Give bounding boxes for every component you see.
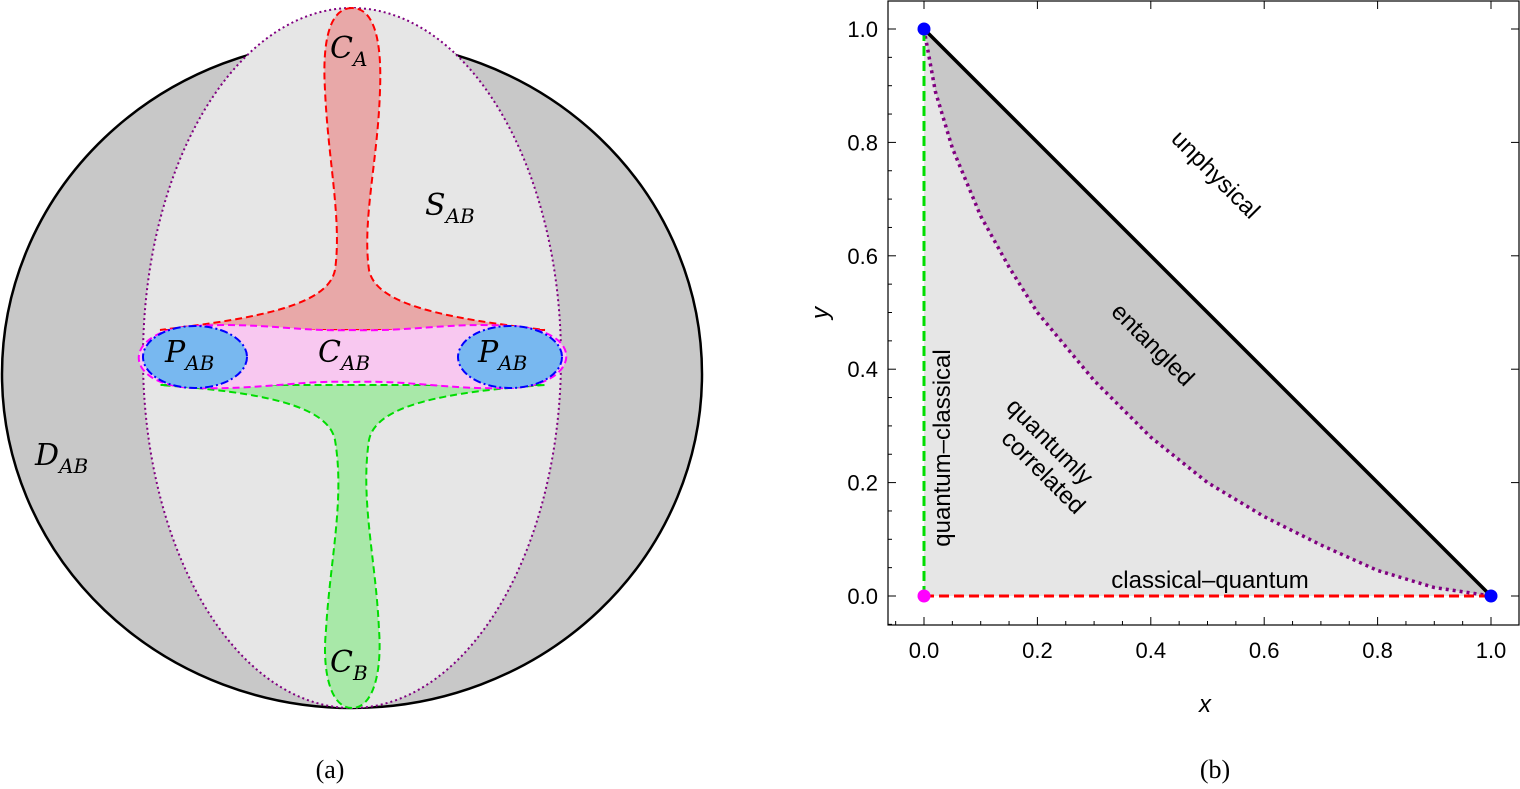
product-region-p-ab-right [457, 325, 563, 389]
caption-b: (b) [1200, 755, 1230, 784]
classical-region-c-b [159, 384, 546, 710]
label-s-ab: SAB [425, 188, 475, 228]
x-tick-label: 0.0 [909, 638, 940, 663]
y-tick-label: 0.0 [847, 584, 878, 609]
y-axis-label: y [807, 305, 834, 321]
x-tick-label: 0.4 [1136, 638, 1167, 663]
y-tick-label: 1.0 [847, 17, 878, 42]
x-tick-label: 1.0 [1476, 638, 1507, 663]
annotation-classical-quantum: classical–quantum [1111, 567, 1308, 594]
x-tick-label: 0.8 [1362, 638, 1393, 663]
y-tick-label: 0.4 [847, 357, 878, 382]
label-p-ab-left: PAB [164, 335, 214, 375]
annotation-quantum-classical: quantum–classical [929, 349, 956, 546]
caption-a: (a) [316, 755, 345, 784]
label-c-b: CB [330, 645, 368, 685]
x-tick-label: 0.2 [1022, 638, 1053, 663]
product-region-p-ab-left [142, 325, 248, 389]
label-d-ab: DAB [34, 438, 88, 478]
series-line-physical-boundary [922, 27, 1493, 598]
series-line-entanglement-boundary [922, 28, 1492, 598]
y-tick-label: 0.2 [847, 471, 878, 496]
data-point-marker [1484, 589, 1498, 603]
y-tick-label: 0.6 [847, 244, 878, 269]
quantumly-correlated-region [924, 29, 1491, 596]
panel-b-chart: 0.0 0.2 0.4 0.6 0.8 1.0 0.0 0.2 0.4 0.6 0.8 1.0 unp… [807, 0, 1520, 784]
data-point-marker [917, 22, 931, 36]
x-tick-label: 0.6 [1249, 638, 1280, 663]
label-p-ab-right: PAB [477, 335, 527, 375]
annotation-unphysical: unphysical [1166, 125, 1265, 224]
panel-a-diagram: CA SAB DAB CAB PAB PAB CB (a) [0, 6, 704, 784]
label-c-a: CA [330, 31, 367, 71]
x-axis-label: x [1198, 691, 1212, 718]
data-point-marker [917, 589, 931, 603]
y-tick-label: 0.8 [847, 130, 878, 155]
label-c-ab: CAB [318, 335, 370, 375]
